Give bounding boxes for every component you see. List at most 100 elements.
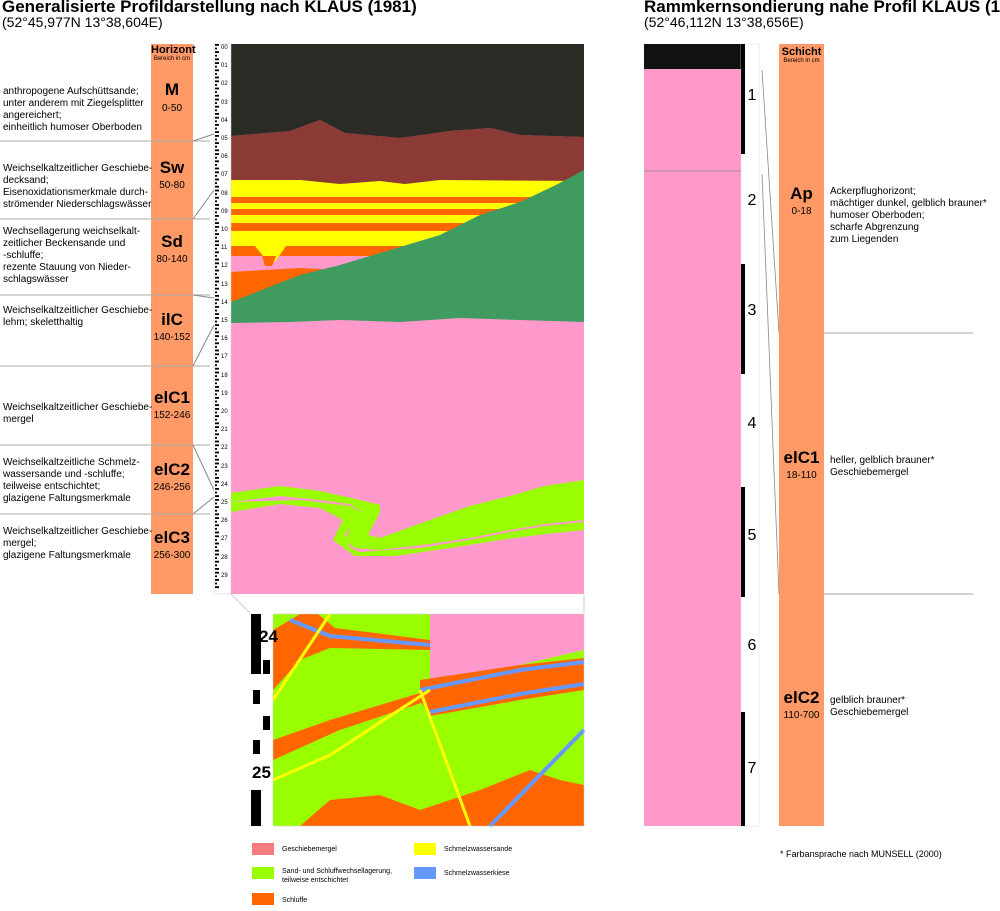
scale-tick-label: 05 xyxy=(221,136,228,142)
scale-mark xyxy=(215,564,217,567)
scale-mark xyxy=(215,480,219,483)
scale-mark xyxy=(215,171,219,174)
scale-mark xyxy=(215,360,219,363)
scale-mark xyxy=(215,44,219,46)
scale-mark xyxy=(215,120,217,123)
scale-mark xyxy=(215,542,219,545)
scale-mark xyxy=(215,342,219,345)
scale-tick-label: 15 xyxy=(221,318,228,324)
scale-mark xyxy=(215,255,217,257)
scale-mark xyxy=(215,364,217,366)
segment-1: 1 xyxy=(747,87,757,104)
scale-mark xyxy=(215,448,217,450)
horizon-column-header: Horizont Bereich in cm xyxy=(151,44,196,63)
horizon-range-ilc: 140-152 xyxy=(153,332,191,343)
horizon-range-sd: 80-140 xyxy=(156,254,188,265)
scale-mark xyxy=(215,102,217,104)
scale-mark xyxy=(215,142,219,144)
scale-mark xyxy=(215,455,217,457)
scale-mark xyxy=(215,116,219,119)
horizon-range-m: 0-50 xyxy=(161,103,182,114)
scale-tick-label: 25 xyxy=(221,500,228,506)
horizon-desc-elc3: Weichselkaltzeitlicher Geschiebe- mergel… xyxy=(3,526,153,561)
legend-swatch-schmelzwassersande xyxy=(414,843,436,855)
scale-mark xyxy=(215,244,219,246)
scale-mark xyxy=(215,51,219,53)
scale-tick-label: 23 xyxy=(221,463,228,470)
segment-5: 5 xyxy=(747,527,757,544)
scale-mark xyxy=(215,462,219,465)
scale-mark xyxy=(215,280,219,283)
horizon-desc-ilc: Weichselkaltzeitlicher Geschiebe- lehm; … xyxy=(3,305,153,328)
scale-mark xyxy=(215,378,219,381)
scale-tick-label: 06 xyxy=(221,154,228,161)
scale-tick-label: 00 xyxy=(221,45,228,51)
scale-mark xyxy=(215,284,217,286)
scale-mark xyxy=(215,469,219,472)
detail-section xyxy=(250,613,586,828)
right-title: Rammkernsondierung nahe Profil KLAUS (19… xyxy=(644,0,1000,16)
scale-mark xyxy=(215,317,219,319)
scale-tick-label: 20 xyxy=(221,409,228,415)
horizon-desc-sd: Wechsellagerung weichselkalt- zeitlicher… xyxy=(3,226,141,285)
horizon-header-label: Horizont xyxy=(151,44,196,56)
scale-tick-label: 27 xyxy=(221,536,228,543)
scale-tick-label: 14 xyxy=(221,299,228,306)
scale-mark xyxy=(215,196,219,199)
scale-tick-label: 09 xyxy=(221,208,228,215)
scale-mark xyxy=(215,298,219,301)
scale-tick-label: 22 xyxy=(221,445,228,452)
scale-mark xyxy=(215,444,219,447)
scale-mark xyxy=(215,47,217,50)
scale-mark xyxy=(215,546,217,548)
scale-mark xyxy=(215,145,217,148)
scale-mark xyxy=(215,524,219,527)
scale-mark xyxy=(215,273,217,275)
legend-label-sand-schluff: Sand- und Schluffwechsellagerung, teilwe… xyxy=(282,868,393,884)
scale-mark xyxy=(215,549,219,552)
scale-mark xyxy=(215,262,219,265)
scale-mark xyxy=(215,375,217,377)
scale-tick-label: 10 xyxy=(221,227,228,233)
scale-mark xyxy=(215,276,219,279)
scale-mark xyxy=(215,247,217,250)
layer-column-header: Schicht Bereich in cm xyxy=(779,46,824,65)
scale-mark xyxy=(215,65,217,68)
scale-mark xyxy=(215,488,219,490)
horizon-code-elc2: elC2 xyxy=(154,460,190,479)
scale-mark xyxy=(215,189,219,192)
scale-mark xyxy=(215,240,219,243)
scale-mark xyxy=(215,200,217,203)
segment-6: 6 xyxy=(747,637,757,654)
layer-range-elc1: 18-110 xyxy=(786,470,817,481)
legend-swatch-geschiebemergel xyxy=(252,843,274,855)
scale-mark xyxy=(215,109,217,112)
layer-header-label: Schicht xyxy=(781,46,822,58)
scale-mark xyxy=(215,233,219,235)
scale-mark xyxy=(215,258,219,261)
scale-tick-label: 18 xyxy=(221,372,228,379)
scale-mark xyxy=(215,397,219,399)
legend-label-schmelzwasserkiese: Schmelzwasserkiese xyxy=(444,870,510,877)
scale-mark xyxy=(215,418,217,421)
scale-mark xyxy=(215,429,217,432)
scale-mark xyxy=(215,539,217,541)
scale-mark xyxy=(215,113,219,115)
scale-mark xyxy=(215,306,219,308)
legend-swatch-schmelzwasserkiese xyxy=(414,867,436,879)
horizon-column xyxy=(151,44,193,594)
scale-mark xyxy=(215,91,217,93)
scale-tick-label: 02 xyxy=(221,81,228,88)
scale-mark xyxy=(215,426,219,428)
scale-mark xyxy=(215,411,217,414)
scale-mark xyxy=(215,218,217,221)
scale-mark xyxy=(215,389,219,392)
scale-tick-label: 11 xyxy=(221,245,228,252)
profile-section xyxy=(231,44,584,594)
scale-tick-label: 29 xyxy=(221,572,228,579)
scale-mark xyxy=(215,291,217,294)
scale-tick-label: 16 xyxy=(221,336,228,343)
depth-scale xyxy=(213,43,232,595)
scale-mark xyxy=(215,557,217,559)
